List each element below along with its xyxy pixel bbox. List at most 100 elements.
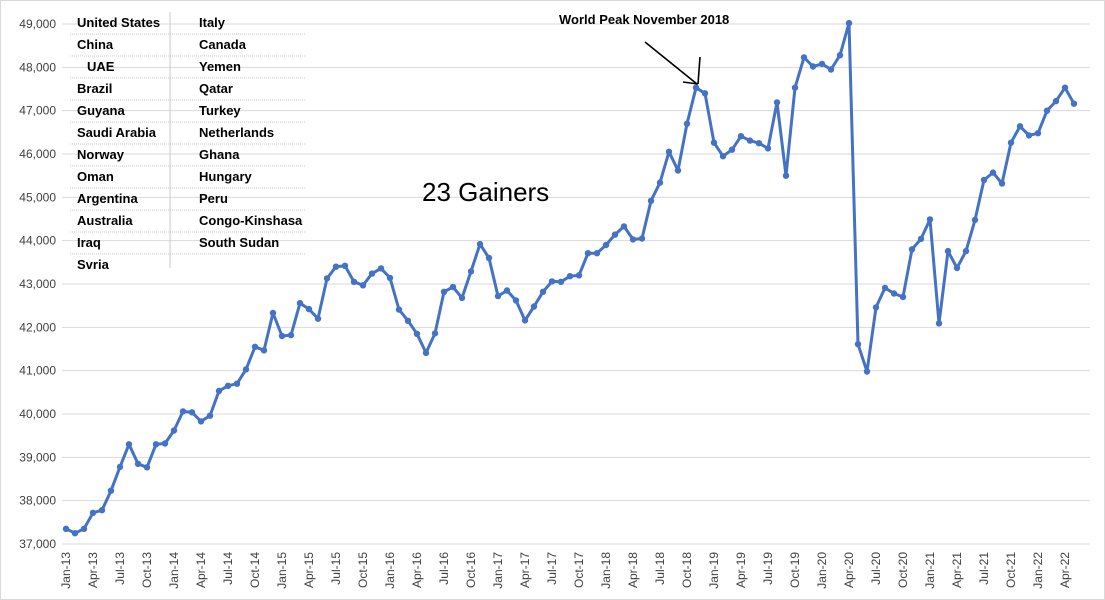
x-tick-label: Oct-14: [248, 552, 262, 588]
x-tick-label: Jan-20: [815, 552, 829, 589]
data-point: [359, 282, 367, 289]
data-point: [1052, 97, 1060, 105]
data-point: [791, 84, 799, 91]
x-tick-label: Apr-22: [1058, 552, 1072, 588]
data-point: [926, 216, 934, 223]
table-cell: United States: [77, 15, 160, 30]
data-point: [269, 309, 277, 317]
x-axis-tick-labels: Jan-13 Apr-13 Jul-13 Oct-13 Jan-14 Apr-14 Jul-…: [59, 552, 1072, 589]
data-point: [584, 250, 592, 257]
data-point: [125, 441, 133, 448]
table-cell: Oman: [77, 169, 114, 184]
data-point: [719, 153, 727, 160]
data-point: [368, 270, 376, 277]
data-point: [989, 169, 997, 176]
x-tick-label: Jan-16: [383, 552, 397, 589]
data-point: [494, 292, 502, 300]
data-point: [170, 427, 178, 434]
data-point: [503, 287, 511, 294]
y-tick-label: 48,000: [19, 60, 56, 74]
data-point: [935, 320, 943, 327]
table-cell: Qatar: [199, 81, 233, 96]
table-cell: Turkey: [199, 103, 241, 118]
table-cell: Iraq: [77, 235, 101, 250]
table-cell: Ghana: [199, 147, 240, 162]
table-cell: Congo-Kinshasa: [199, 213, 303, 228]
data-point: [692, 84, 700, 91]
data-point: [485, 254, 493, 262]
y-tick-label: 40,000: [19, 407, 56, 421]
data-point: [188, 409, 196, 416]
data-point: [818, 60, 826, 68]
table-cell: Netherlands: [199, 125, 274, 140]
y-tick-label: 49,000: [19, 17, 56, 31]
data-point: [521, 317, 529, 324]
table-cell: Canada: [199, 37, 247, 52]
data-point: [575, 272, 583, 279]
table-cell: Hungary: [199, 169, 253, 184]
data-point: [746, 137, 754, 144]
data-point: [998, 180, 1006, 187]
table-cell: Brazil: [77, 81, 112, 96]
data-point: [116, 463, 124, 471]
data-point: [413, 330, 421, 337]
x-tick-label: Jan-13: [59, 552, 73, 589]
x-tick-label: Oct-16: [464, 552, 478, 588]
gainers-label: 23 Gainers: [422, 177, 549, 207]
data-point: [872, 304, 880, 311]
data-point: [224, 382, 232, 389]
x-tick-label: Oct-13: [140, 552, 154, 588]
y-tick-label: 37,000: [19, 537, 56, 551]
data-point: [1070, 100, 1078, 107]
data-point: [152, 441, 160, 448]
data-point: [431, 330, 439, 337]
gridlines: [62, 23, 1090, 545]
data-point: [1061, 84, 1069, 91]
y-tick-label: 47,000: [19, 104, 56, 118]
data-point: [764, 145, 772, 152]
y-tick-label: 43,000: [19, 277, 56, 291]
data-point: [98, 507, 106, 514]
data-point: [278, 332, 286, 340]
x-tick-label: Jul-20: [869, 552, 883, 585]
x-tick-label: Oct-21: [1004, 552, 1018, 588]
data-point: [242, 366, 250, 373]
table-cell: Saudi Arabia: [77, 125, 157, 140]
x-tick-label: Oct-18: [680, 552, 694, 588]
y-tick-label: 45,000: [19, 190, 56, 204]
data-point: [557, 278, 565, 285]
x-tick-label: Jan-15: [275, 552, 289, 589]
x-tick-label: Oct-19: [788, 552, 802, 588]
data-point: [512, 297, 520, 304]
data-point: [260, 347, 268, 354]
x-tick-label: Jan-19: [707, 552, 721, 589]
data-point: [782, 172, 790, 179]
data-point: [350, 278, 358, 285]
data-point: [467, 268, 475, 275]
data-point: [629, 236, 637, 243]
x-tick-label: Apr-15: [302, 552, 316, 588]
data-point: [386, 274, 394, 282]
data-point: [773, 99, 781, 106]
data-point: [737, 133, 745, 140]
data-point: [953, 264, 961, 272]
x-tick-label: Oct-17: [572, 552, 586, 588]
series-points: [62, 19, 1078, 537]
data-point: [683, 120, 691, 127]
data-point: [377, 265, 385, 272]
data-point: [971, 216, 979, 224]
data-point: [422, 349, 430, 357]
data-point: [323, 275, 331, 282]
x-tick-label: Jan-17: [491, 552, 505, 589]
table-cell: UAE: [87, 59, 115, 74]
data-point: [206, 412, 214, 419]
data-point: [908, 246, 916, 253]
table-cell: Guyana: [77, 103, 125, 118]
table-cell: Svria: [77, 257, 110, 272]
data-point: [1007, 139, 1015, 146]
data-point: [890, 290, 898, 297]
x-tick-label: Jul-14: [221, 552, 235, 585]
data-point: [566, 273, 574, 280]
data-point: [530, 303, 538, 310]
x-tick-label: Jul-19: [761, 552, 775, 585]
